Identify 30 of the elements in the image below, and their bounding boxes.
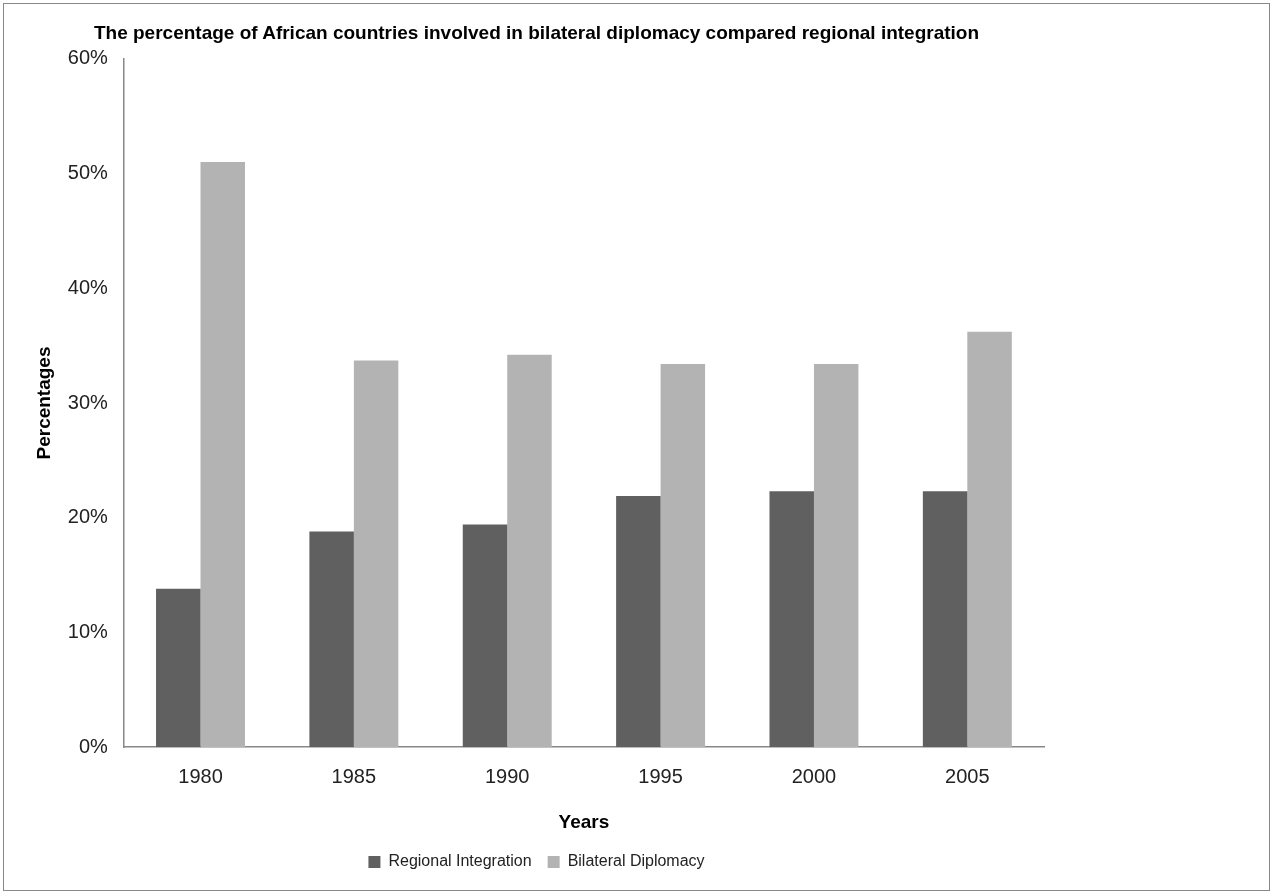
bar (353, 360, 399, 748)
bar (813, 363, 859, 748)
bar (156, 588, 201, 748)
bar (200, 162, 245, 748)
y-tick-label: 30% (67, 390, 109, 413)
x-tick-label: 2000 (791, 764, 837, 787)
x-tick-label: 1985 (331, 764, 377, 787)
y-tick-label: 60% (67, 46, 109, 69)
chart-title: The percentage of African countries involved in bilateral diplomacy compared regional integration (93, 21, 980, 43)
bar (309, 531, 354, 748)
legend-label: Regional Integration (388, 852, 532, 870)
bar (967, 331, 1012, 748)
y-axis-title: Percentages (32, 346, 54, 460)
legend-label: Bilateral Diplomacy (567, 852, 705, 870)
bar (769, 491, 814, 748)
y-tick-label: 50% (67, 161, 109, 184)
y-tick-label: 0% (78, 734, 109, 757)
bar (660, 363, 706, 748)
y-tick-label: 20% (67, 505, 109, 528)
x-tick-label: 1990 (484, 764, 530, 787)
y-tick-label: 40% (67, 275, 109, 298)
x-tick-label: 2005 (945, 764, 990, 787)
bar (462, 524, 508, 748)
bar (616, 495, 661, 748)
y-tick-label: 10% (67, 619, 109, 642)
x-tick-label: 1995 (638, 764, 683, 787)
bar (507, 354, 552, 748)
x-tick-label: 1980 (178, 764, 223, 787)
bar (922, 491, 968, 748)
x-axis-title: Years (558, 810, 610, 832)
